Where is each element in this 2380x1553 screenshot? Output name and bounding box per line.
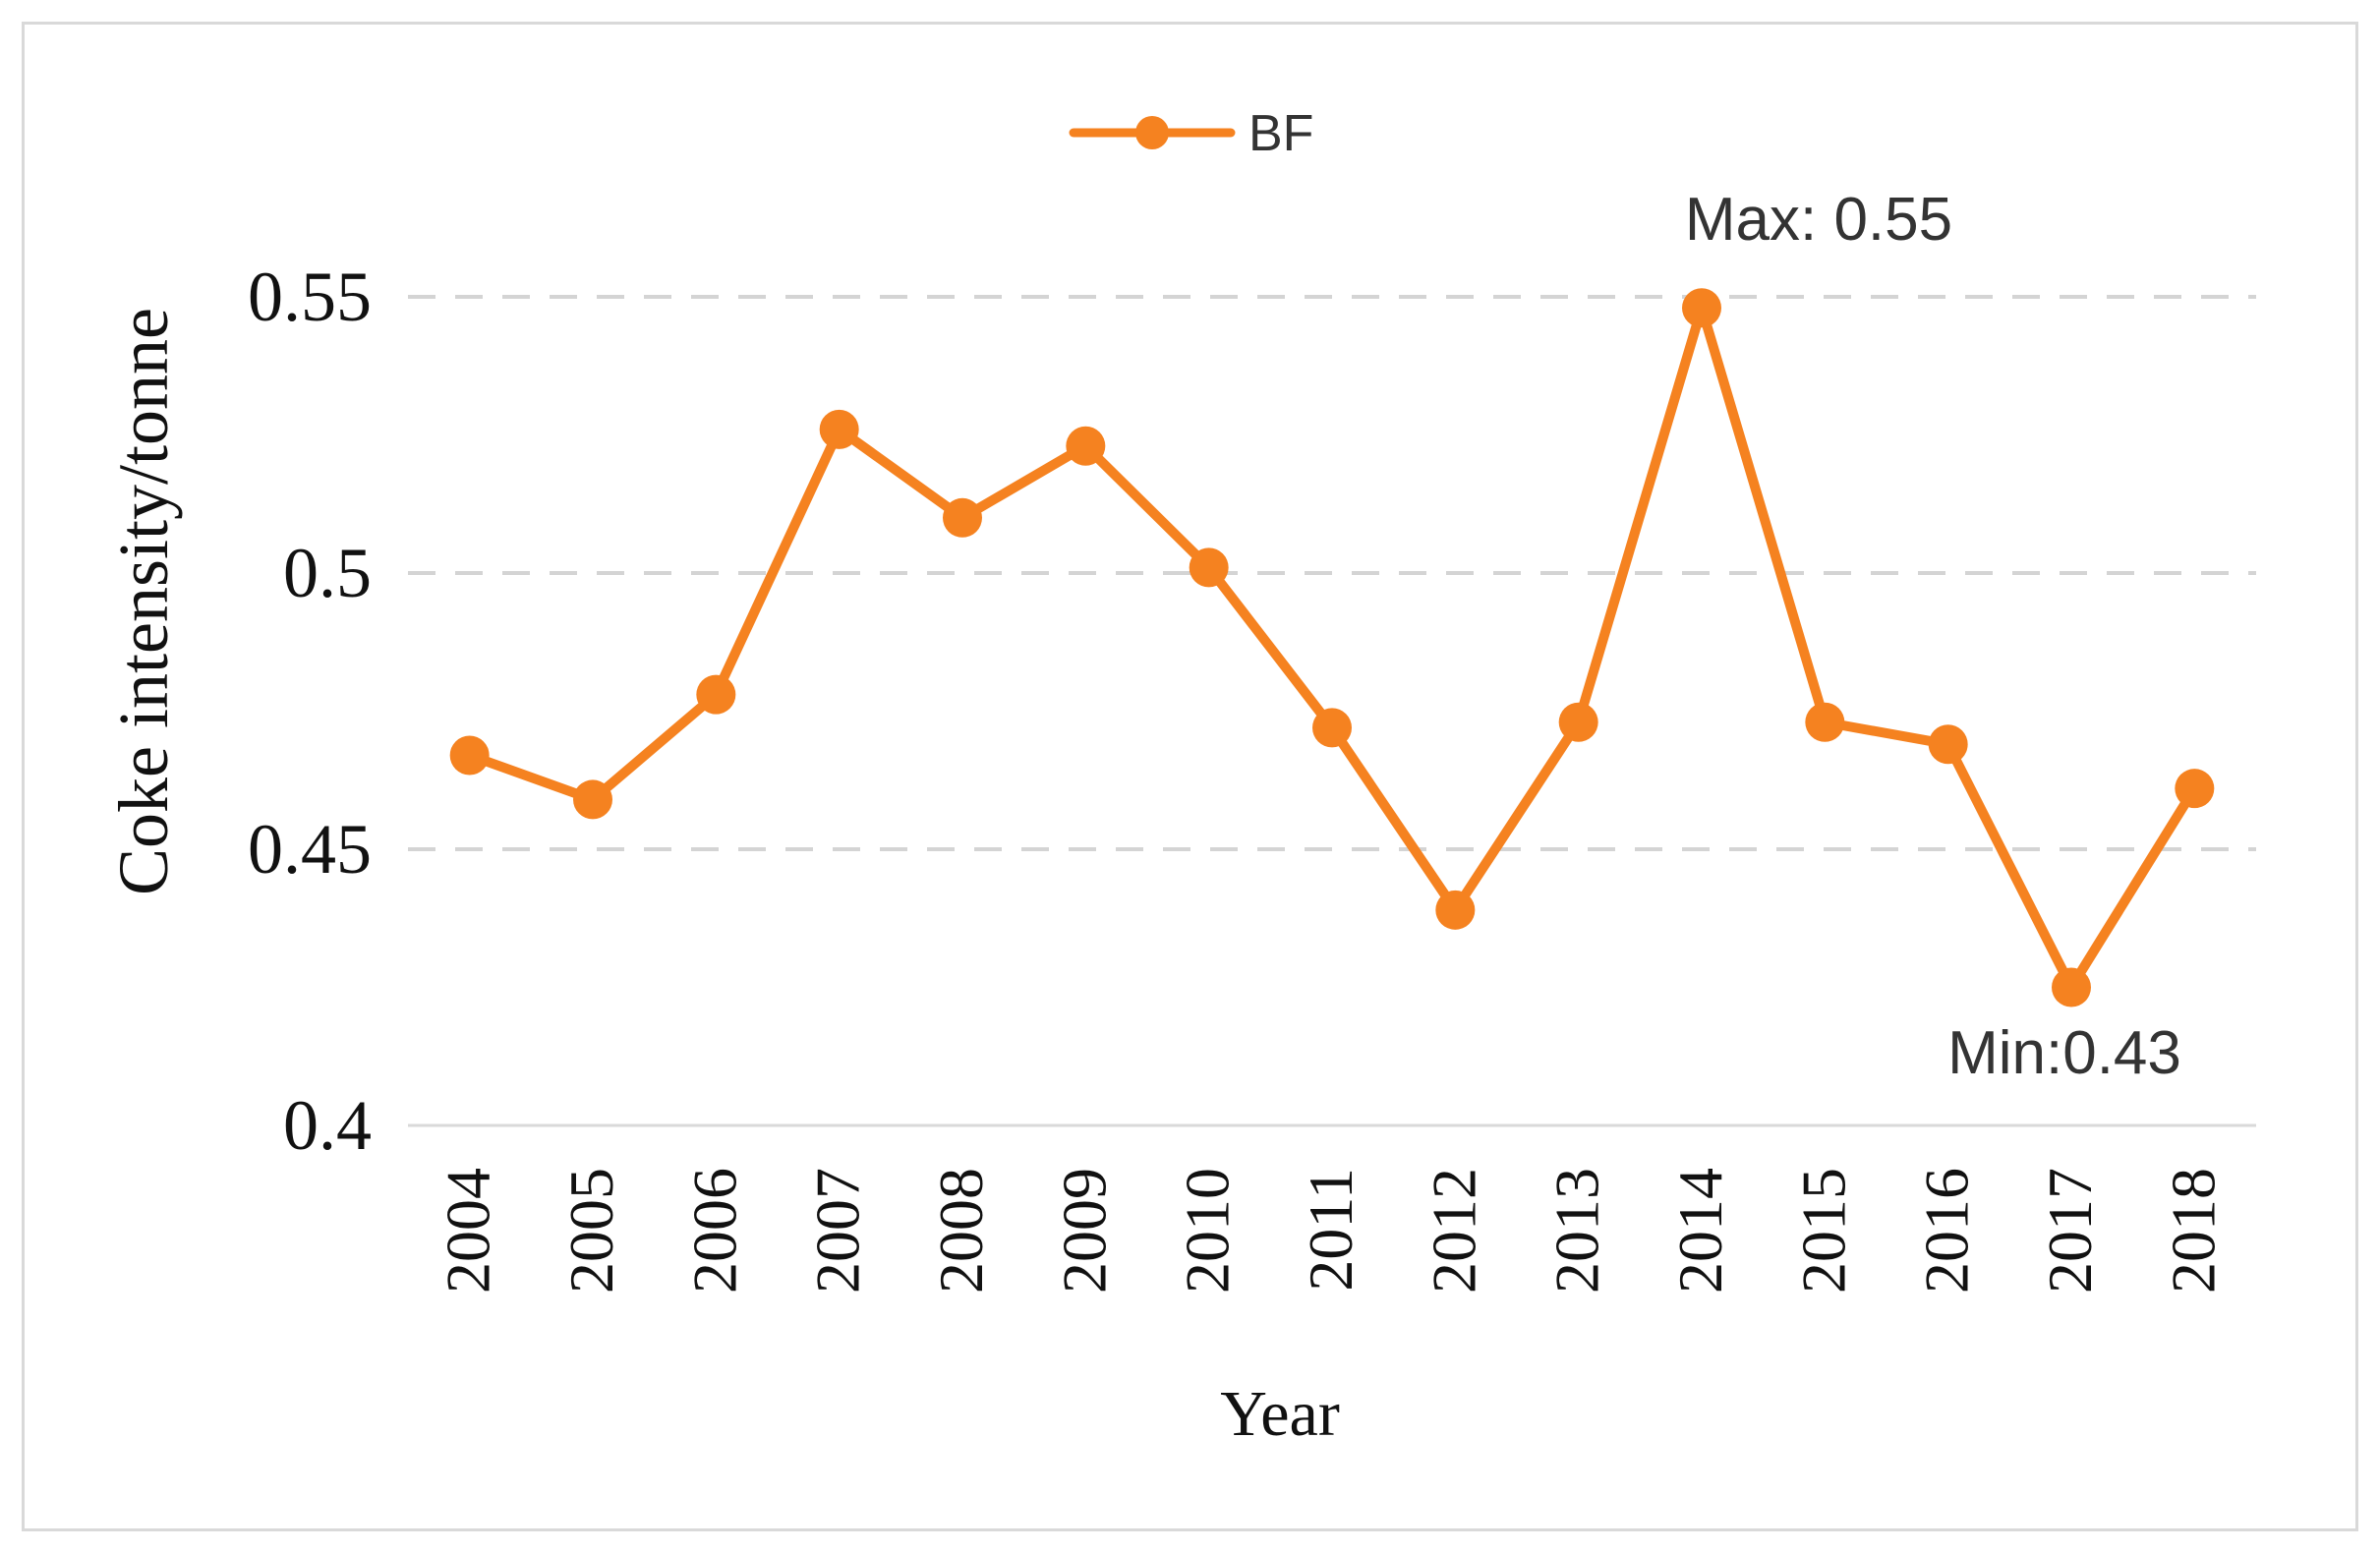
- y-axis-ticks: 0.4 0.45 0.5 0.55: [248, 258, 372, 1165]
- data-point-2004: [449, 735, 490, 776]
- series-line-bf: [464, 303, 2200, 993]
- data-point-2011: [1312, 708, 1352, 748]
- x-tick-label: 2012: [1419, 1168, 1488, 1294]
- data-point-2018: [2175, 769, 2215, 809]
- data-point-2014: [1682, 288, 1721, 328]
- data-point-2012: [1435, 890, 1476, 930]
- x-axis-title: Year: [1220, 1378, 1340, 1450]
- x-axis-ticks: 2004 2005 2006 2007 2008 2009 2010 2011 2012 2013…: [434, 1168, 2229, 1294]
- x-tick-label: 2015: [1788, 1168, 1858, 1294]
- data-point-2008: [943, 497, 982, 538]
- data-point-2010: [1189, 547, 1229, 588]
- data-point-2017: [2052, 967, 2091, 1007]
- x-tick-label: 2005: [556, 1168, 626, 1294]
- x-tick-label: 2004: [434, 1168, 503, 1294]
- legend-label-bf: BF: [1248, 105, 1313, 162]
- x-tick-label: 2006: [679, 1168, 749, 1294]
- data-point-2015: [1805, 702, 1845, 742]
- x-tick-label: 2013: [1542, 1168, 1612, 1294]
- min-annotation: Min:0.43: [1947, 1019, 2181, 1087]
- data-point-2009: [1066, 426, 1106, 466]
- y-tick-label: 0.55: [248, 258, 372, 336]
- x-tick-label: 2016: [1912, 1168, 1982, 1294]
- x-tick-label: 2007: [803, 1168, 873, 1294]
- series-layer: [449, 288, 2215, 1007]
- x-tick-label: 2018: [2158, 1168, 2228, 1294]
- x-tick-label: 2008: [926, 1168, 996, 1294]
- data-point-2013: [1558, 702, 1598, 742]
- y-axis-title: Coke intensity/tonne: [104, 308, 183, 895]
- data-point-2016: [1928, 724, 1968, 765]
- x-tick-label: 2010: [1173, 1168, 1243, 1294]
- x-tick-label: 2011: [1296, 1168, 1365, 1292]
- x-tick-label: 2017: [2035, 1168, 2105, 1294]
- x-tick-label: 2009: [1049, 1168, 1119, 1294]
- data-point-2006: [696, 674, 736, 715]
- y-tick-label: 0.45: [248, 810, 372, 889]
- data-point-2005: [573, 779, 612, 820]
- y-tick-label: 0.5: [283, 534, 372, 612]
- y-tick-label: 0.4: [283, 1086, 372, 1165]
- x-tick-label: 2014: [1665, 1168, 1735, 1294]
- legend: BF: [1069, 105, 1313, 162]
- max-annotation: Max: 0.55: [1685, 186, 1952, 254]
- gridlines: [408, 295, 2256, 851]
- data-point-2007: [819, 409, 859, 449]
- legend-marker-bf: [1135, 116, 1169, 149]
